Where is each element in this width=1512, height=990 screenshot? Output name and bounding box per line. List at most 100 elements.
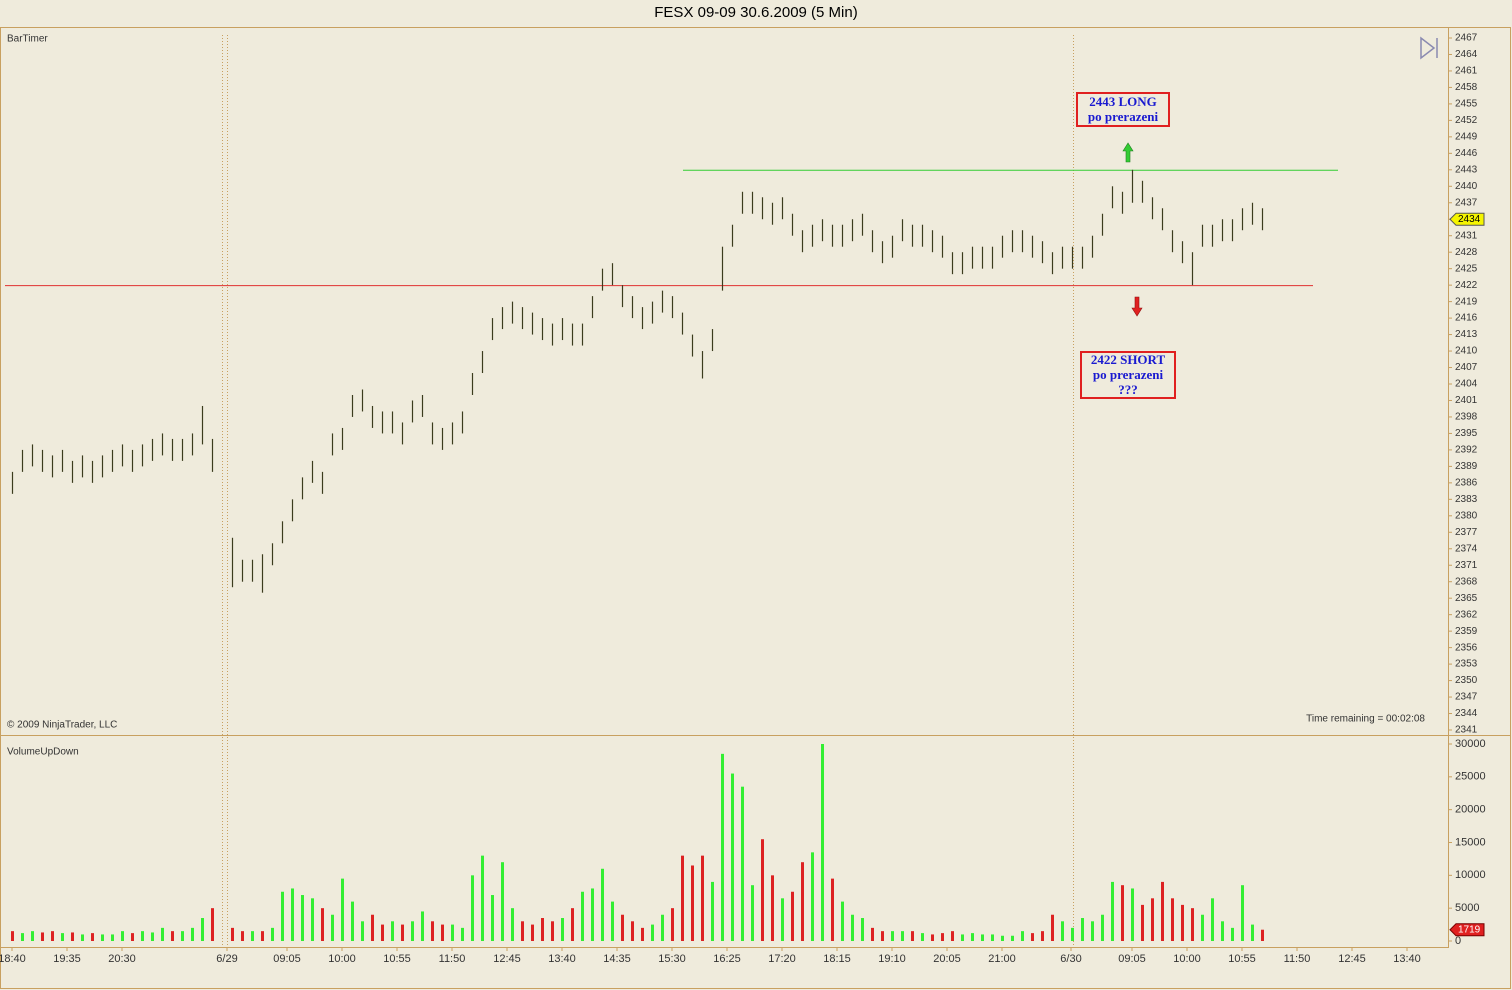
y-tick-label: 2407 — [1455, 362, 1478, 373]
y-tick-label: 2452 — [1455, 115, 1478, 126]
last-volume-tag — [1449, 923, 1485, 937]
y-tick-label: 2449 — [1455, 131, 1478, 142]
y-tick-label: 5000 — [1455, 902, 1479, 914]
y-tick-label: 2374 — [1455, 543, 1478, 554]
volume-bar — [1201, 914, 1204, 941]
volume-bar — [971, 933, 974, 941]
volume-bar — [1101, 914, 1104, 941]
volume-bar — [131, 933, 134, 941]
volume-bar — [271, 927, 274, 941]
volume-bar — [741, 786, 744, 941]
volume-bar — [1071, 927, 1074, 941]
scroll-end-button[interactable] — [1420, 36, 1438, 60]
y-tick-label: 2359 — [1455, 626, 1478, 637]
time-remaining: Time remaining = 00:02:08 — [1306, 714, 1425, 725]
x-tick-label: 21:00 — [988, 953, 1016, 965]
y-tick-label: 2392 — [1455, 445, 1478, 456]
y-tick-label: 2362 — [1455, 609, 1478, 620]
volume-bar — [71, 932, 74, 941]
volume-bar — [601, 868, 604, 941]
volume-bar — [251, 931, 254, 941]
x-tick-label: 10:00 — [1173, 953, 1201, 965]
last-price-label: 2434 — [1458, 214, 1481, 225]
volume-bar — [871, 927, 874, 941]
volume-bar — [981, 934, 984, 941]
x-tick-label: 09:05 — [273, 953, 301, 965]
volume-bar — [1171, 898, 1174, 941]
y-tick-label: 2353 — [1455, 659, 1478, 670]
y-tick-label: 2365 — [1455, 593, 1478, 604]
y-tick-label: 2437 — [1455, 197, 1478, 208]
volume-bar — [441, 924, 444, 941]
volume-bar — [541, 918, 544, 941]
volume-bar — [851, 914, 854, 941]
x-tick-label: 10:55 — [1228, 953, 1256, 965]
volume-bar — [321, 908, 324, 941]
annotation-text: ??? — [1118, 382, 1138, 397]
volume-bar — [1111, 881, 1114, 941]
y-tick-label: 25000 — [1455, 771, 1486, 783]
volume-bar — [531, 924, 534, 941]
volume-bar — [341, 878, 344, 941]
volume-bar — [161, 927, 164, 941]
chart-title: FESX 09-09 30.6.2009 (5 Min) — [654, 4, 857, 21]
y-tick-label: 2380 — [1455, 510, 1478, 521]
volume-bar — [1221, 921, 1224, 941]
y-tick-label: 20000 — [1455, 804, 1486, 816]
volume-bar — [561, 918, 564, 941]
volume-bar — [921, 933, 924, 941]
y-tick-label: 2467 — [1455, 33, 1478, 44]
y-tick-label: 2428 — [1455, 247, 1478, 258]
y-tick-label: 15000 — [1455, 836, 1486, 848]
annotation-text: 2443 LONG — [1089, 94, 1157, 109]
down-arrow — [1131, 296, 1143, 317]
volume-bar — [1051, 914, 1054, 941]
volume-bar — [411, 921, 414, 941]
volume-bar — [431, 921, 434, 941]
volume-bar — [1131, 888, 1134, 941]
volume-bar — [551, 921, 554, 941]
volume-bar — [1241, 885, 1244, 941]
y-tick-label: 2386 — [1455, 477, 1478, 488]
volume-bar — [751, 885, 754, 941]
x-tick-label: 13:40 — [1393, 953, 1421, 965]
volume-bar — [591, 888, 594, 941]
x-tick-label: 20:30 — [108, 953, 136, 965]
volume-bar — [1021, 931, 1024, 941]
x-tick-label: 18:40 — [0, 953, 26, 965]
y-tick-label: 2389 — [1455, 461, 1478, 472]
volume-bar — [641, 927, 644, 941]
volume-bar — [501, 862, 504, 941]
volume-bar — [31, 931, 34, 941]
volume-bar — [311, 898, 314, 941]
last-price-tag — [1449, 212, 1485, 226]
x-tick-label: 14:35 — [603, 953, 631, 965]
volume-bar — [481, 855, 484, 941]
volume-bar — [811, 852, 814, 941]
y-tick-label: 0 — [1455, 935, 1461, 947]
volume-bar — [141, 931, 144, 941]
last-volume-label: 1719 — [1458, 924, 1481, 935]
volume-bar — [581, 891, 584, 941]
x-tick-label: 09:05 — [1118, 953, 1146, 965]
x-tick-label: 17:20 — [768, 953, 796, 965]
x-tick-label: 6/30 — [1060, 953, 1081, 965]
volume-bar — [81, 934, 84, 941]
volume-bar — [281, 891, 284, 941]
y-tick-label: 2464 — [1455, 49, 1478, 60]
volume-bar — [471, 875, 474, 941]
y-tick-label: 2419 — [1455, 296, 1478, 307]
y-tick-label: 2455 — [1455, 99, 1478, 110]
y-tick-label: 2341 — [1455, 725, 1478, 736]
indicator-label: BarTimer — [7, 34, 48, 45]
volume-bar — [451, 924, 454, 941]
volume-bar — [21, 933, 24, 941]
y-tick-label: 2404 — [1455, 379, 1478, 390]
volume-bar — [241, 931, 244, 941]
y-tick-label: 2431 — [1455, 230, 1478, 241]
x-tick-label: 19:35 — [53, 953, 81, 965]
x-tick-label: 12:45 — [493, 953, 521, 965]
volume-bar — [171, 931, 174, 941]
volume-bar — [881, 931, 884, 941]
